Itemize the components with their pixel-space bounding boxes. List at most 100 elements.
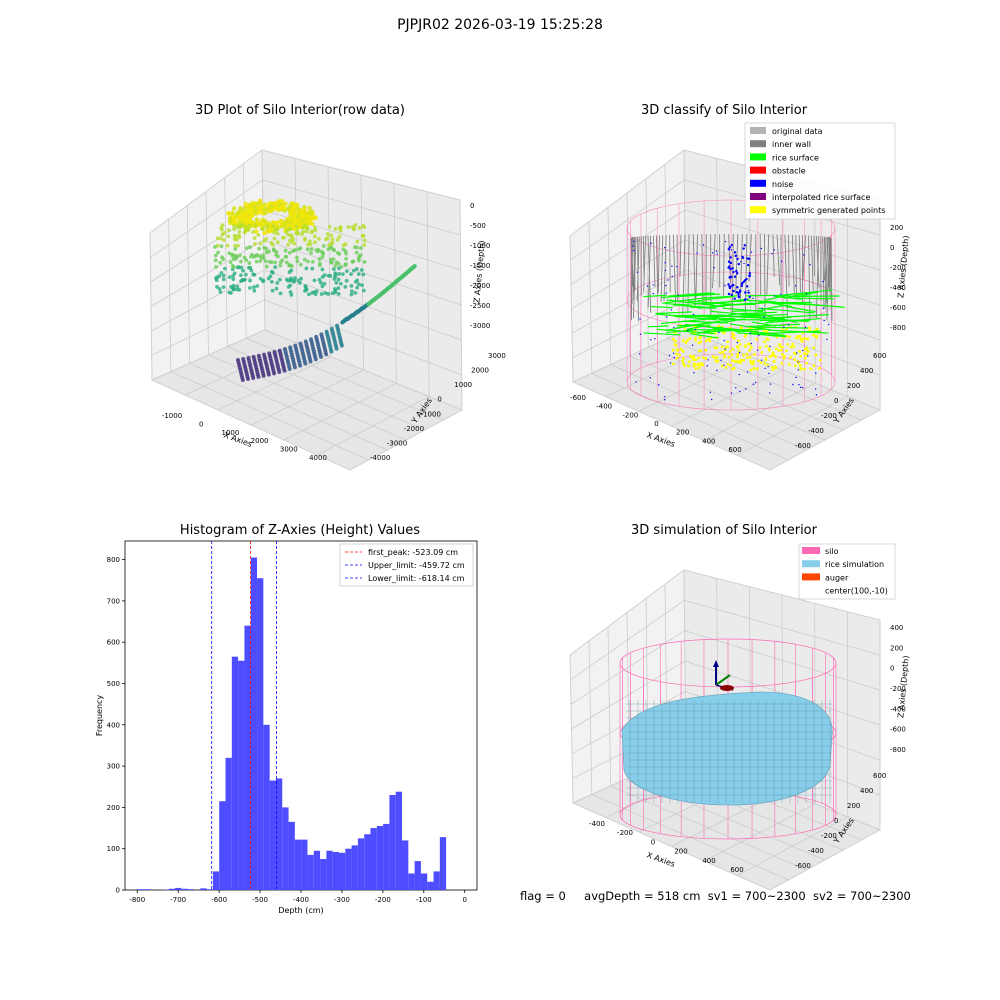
- raw-point: [255, 284, 260, 288]
- raw-point: [233, 243, 237, 248]
- symmetric-point: [743, 345, 747, 348]
- symmetric-point: [814, 353, 818, 357]
- noise-point: [724, 348, 726, 350]
- raw-point: [277, 207, 283, 212]
- symmetric-point: [770, 354, 774, 357]
- raw-point: [260, 227, 265, 231]
- inner-wall-strand: [759, 234, 762, 296]
- noise-point: [771, 252, 773, 255]
- noise-point: [799, 386, 802, 389]
- raw-point: [222, 238, 226, 243]
- raw-point: [306, 259, 310, 264]
- histogram-legend: first_peak: -523.09 cm Upper_limit: -459.…: [339, 543, 474, 587]
- flag-status: flag = 0: [520, 889, 566, 903]
- symmetric-point: [721, 350, 725, 354]
- raw-point: [257, 246, 261, 251]
- histogram-bar: [143, 889, 150, 890]
- sim-grid-line: [684, 599, 881, 656]
- raw-point: [238, 253, 242, 258]
- raw-point: [349, 292, 354, 297]
- raw-point: [219, 244, 224, 249]
- noise-point: [727, 292, 731, 296]
- symmetric-point: [811, 333, 815, 337]
- noise-point: [709, 391, 712, 393]
- raw-point: [362, 243, 367, 247]
- noise-point: [652, 284, 654, 286]
- noise-point: [649, 377, 652, 379]
- noise-point: [723, 339, 725, 342]
- inner-wall-strand: [826, 236, 828, 304]
- histogram-bar: [301, 839, 308, 890]
- rice-surface-strand: [746, 299, 777, 303]
- noise-point: [732, 289, 735, 293]
- classify-x-tick-label: 600: [728, 446, 741, 454]
- raw-point: [274, 227, 279, 232]
- classify-legend-swatch: [750, 206, 766, 214]
- symmetric-point: [791, 342, 795, 346]
- symmetric-point: [770, 366, 774, 369]
- classify-y-tick-label: 600: [873, 352, 886, 360]
- noise-point: [692, 313, 695, 316]
- histogram-bar: [275, 778, 283, 890]
- symmetric-point: [704, 357, 708, 360]
- noise-point: [750, 342, 753, 345]
- symmetric-point: [793, 364, 797, 368]
- noise-point: [716, 253, 718, 255]
- inner-wall-strand: [643, 235, 647, 292]
- raw-point: [232, 227, 237, 231]
- noise-point: [747, 291, 750, 294]
- noise-point: [638, 353, 641, 355]
- raw-point: [299, 213, 305, 219]
- raw-point: [299, 218, 304, 223]
- classify-z-tick-label: 0: [890, 244, 894, 252]
- raw-z-tick-label: 0: [470, 202, 474, 210]
- rice-surface-strand: [666, 299, 725, 308]
- raw-point: [344, 269, 349, 274]
- noise-point: [823, 319, 825, 322]
- symmetric-point: [740, 358, 743, 362]
- raw-point: [270, 242, 275, 247]
- histogram-y-tick-label: 400: [107, 721, 120, 729]
- symmetric-point: [736, 355, 739, 359]
- noise-point: [727, 260, 731, 263]
- symmetric-point: [693, 363, 697, 366]
- raw-point: [336, 277, 341, 282]
- noise-point: [827, 323, 830, 326]
- sim-z-tick-label: 200: [890, 644, 903, 652]
- symmetric-point: [804, 337, 808, 341]
- raw-point: [357, 258, 361, 263]
- raw-point: [310, 260, 315, 264]
- classify-3d-plot: original data inner wall rice surface obsta…: [569, 122, 911, 471]
- raw-point: [258, 259, 263, 263]
- noise-point: [809, 264, 811, 266]
- rice-surface-strand: [783, 291, 812, 299]
- raw-point: [221, 273, 226, 278]
- noise-point: [742, 280, 746, 283]
- raw-point: [352, 226, 356, 231]
- raw-point: [310, 229, 315, 234]
- rice-surface-strand: [650, 305, 673, 309]
- raw-point: [326, 273, 331, 278]
- sim-legend-swatch: [802, 560, 820, 568]
- raw-point: [337, 271, 342, 276]
- noise-point: [742, 247, 745, 250]
- raw-point: [349, 283, 354, 288]
- symmetric-point: [765, 337, 769, 341]
- raw-point: [312, 234, 317, 239]
- noise-point: [768, 392, 771, 394]
- rice-surface-strand: [790, 302, 845, 309]
- symmetric-point: [798, 349, 801, 353]
- noise-point: [773, 249, 776, 251]
- inner-wall-strand: [795, 234, 797, 300]
- noise-point: [741, 256, 745, 260]
- raw-point: [259, 204, 265, 210]
- raw-point: [271, 224, 275, 229]
- raw-point: [251, 204, 256, 209]
- raw-point: [228, 291, 233, 295]
- raw-point: [270, 288, 275, 293]
- raw-point: [238, 259, 243, 264]
- sim-x-tick-label: -200: [617, 829, 633, 837]
- histogram-bar: [408, 873, 415, 890]
- raw-point: [265, 224, 270, 229]
- symmetric-point: [759, 361, 763, 365]
